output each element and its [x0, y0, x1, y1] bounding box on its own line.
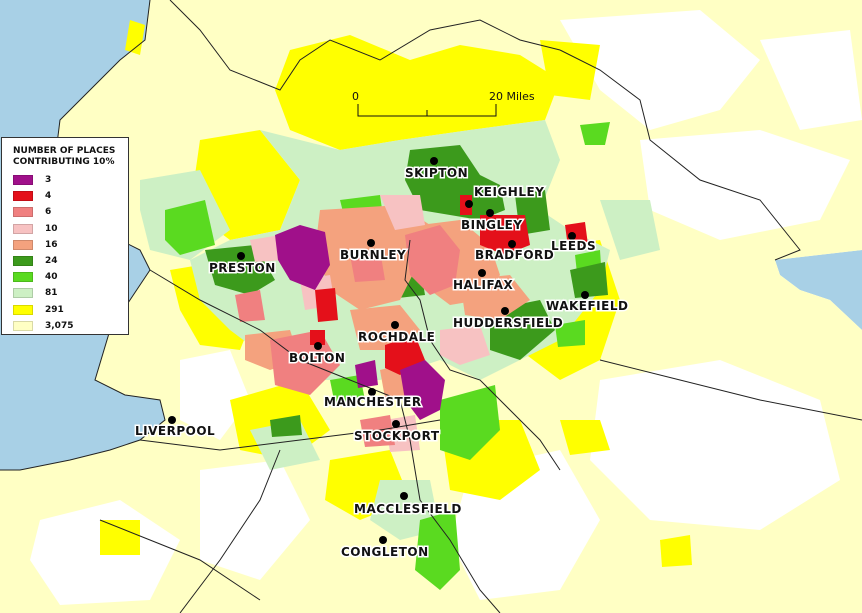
legend-item: 81: [13, 285, 122, 301]
scale-end-label: 20 Miles: [489, 90, 535, 103]
scale-start-label: 0: [352, 90, 359, 103]
town-dot-macclesfield: [400, 492, 408, 500]
legend-item: 3: [13, 172, 122, 188]
legend-swatch: [13, 320, 33, 331]
town-label-keighley: KEIGHLEY: [474, 185, 544, 199]
legend-item: 10: [13, 221, 122, 237]
legend-label: 81: [45, 288, 58, 299]
town-label-liverpool: LIVERPOOL: [135, 424, 215, 438]
legend-item: 291: [13, 302, 122, 318]
town-dot-congleton: [379, 536, 387, 544]
legend-swatch: [13, 288, 33, 299]
town-label-skipton: SKIPTON: [405, 166, 468, 180]
towns: SKIPTON KEIGHLEY BINGLEY LEEDS BURNLEY B…: [134, 157, 629, 561]
legend-label: 291: [45, 304, 64, 315]
legend-swatch: [13, 272, 33, 283]
legend-label: 3,075: [45, 320, 74, 331]
legend-item: 4: [13, 188, 122, 204]
white-patches: [30, 10, 862, 605]
town-label-huddersfield: HUDDERSFIELD: [453, 316, 563, 330]
legend-item: 6: [13, 204, 122, 220]
town-dot-rochdale: [391, 321, 399, 329]
town-label-congleton: CONGLETON: [341, 545, 429, 559]
town-dot-stockport: [392, 420, 400, 428]
town-dot-leeds: [568, 232, 576, 240]
legend-swatch: [13, 223, 33, 234]
town-label-burnley: BURNLEY: [340, 248, 406, 262]
town-dot-halifax: [478, 269, 486, 277]
legend-title-line2: CONTRIBUTING 10%: [13, 157, 115, 167]
legend-item: 16: [13, 237, 122, 253]
town-label-halifax: HALIFAX: [453, 278, 514, 292]
town-label-macclesfield: MACCLESFIELD: [354, 502, 462, 516]
legend-label: 3: [45, 175, 52, 186]
legend-item: 40: [13, 269, 122, 285]
town-dot-keighley: [465, 200, 473, 208]
map-legend: NUMBER OF PLACES CONTRIBUTING 10% 3 4 6 10 1…: [1, 137, 129, 335]
town-dot-bolton: [314, 342, 322, 350]
legend-label: 40: [45, 272, 58, 283]
town-label-rochdale: ROCHDALE: [358, 330, 435, 344]
legend-swatch: [13, 191, 33, 202]
legend-swatch: [13, 207, 33, 218]
legend-label: 4: [45, 191, 52, 202]
town-label-leeds: LEEDS: [551, 239, 596, 253]
town-dot-skipton: [430, 157, 438, 165]
legend-label: 16: [45, 239, 58, 250]
town-dot-bradford: [508, 240, 516, 248]
town-dot-liverpool: [168, 416, 176, 424]
legend-swatch: [13, 239, 33, 250]
town-label-manchester: MANCHESTER: [324, 395, 422, 409]
town-dot-preston: [237, 252, 245, 260]
legend-item: 24: [13, 253, 122, 269]
legend-label: 10: [45, 223, 58, 234]
legend-swatch: [13, 256, 33, 267]
town-dot-bingley: [486, 209, 494, 217]
town-label-bolton: BOLTON: [289, 351, 345, 365]
town-dot-burnley: [367, 239, 375, 247]
town-label-stockport: STOCKPORT: [354, 429, 440, 443]
legend-label: 24: [45, 256, 58, 267]
mid-green-zones: [165, 122, 610, 590]
town-label-bradford: BRADFORD: [475, 248, 554, 262]
town-dot-huddersfield: [501, 307, 509, 315]
town-dot-manchester: [368, 388, 376, 396]
legend-title-line1: NUMBER OF PLACES: [13, 146, 116, 156]
town-label-preston: PRESTON: [209, 261, 276, 275]
magenta-zones: [275, 225, 445, 420]
town-dot-wakefield: [581, 291, 589, 299]
legend-rows: 3 4 6 10 16 24 40 81 291 3,075: [13, 172, 122, 334]
legend-swatch: [13, 175, 33, 186]
town-label-wakefield: WAKEFIELD: [546, 299, 628, 313]
legend-item: 3,075: [13, 318, 122, 334]
scale-bar: 0 20 Miles: [352, 90, 535, 117]
legend-swatch: [13, 304, 33, 315]
town-label-bingley: BINGLEY: [461, 218, 523, 232]
legend-label: 6: [45, 207, 52, 218]
